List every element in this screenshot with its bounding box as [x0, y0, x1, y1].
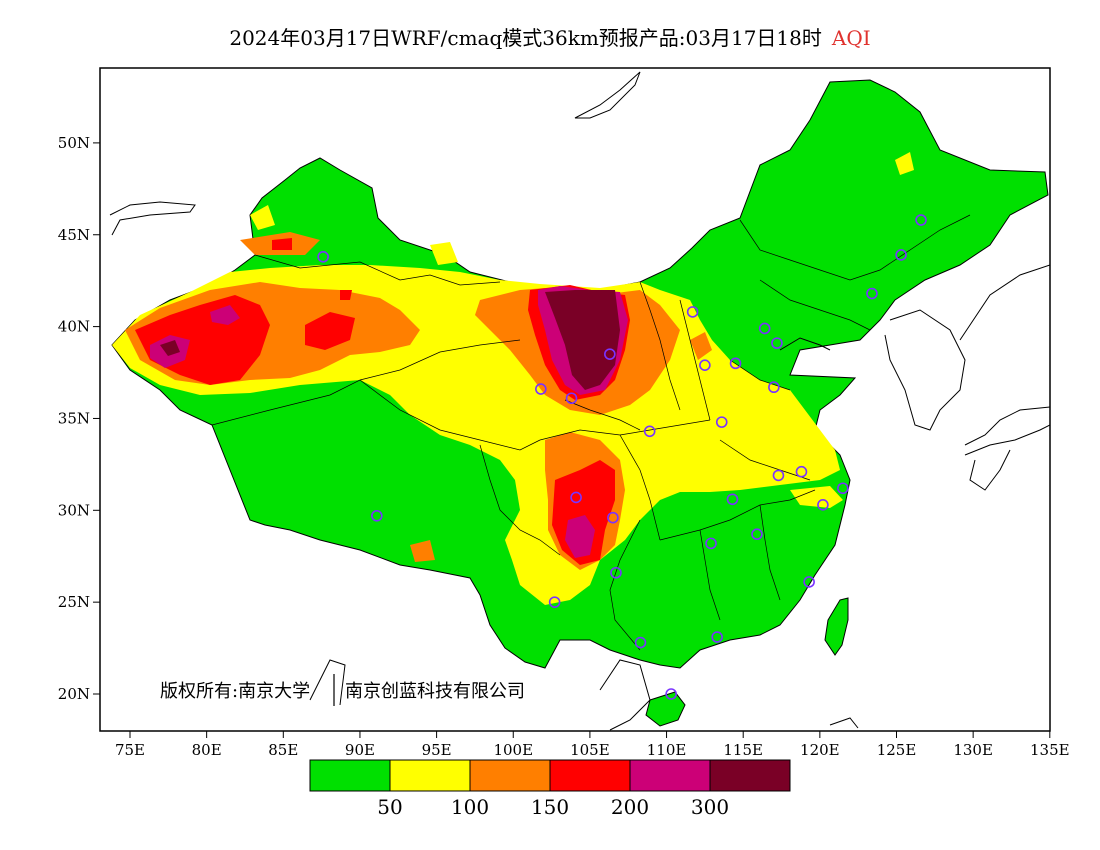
- station-marker: [317, 250, 329, 263]
- hainan-island: [645, 691, 686, 727]
- x-tick-label: 75E: [115, 741, 145, 759]
- station-marker: [548, 596, 561, 608]
- colorbar-swatch: [629, 759, 711, 792]
- station-marker: [772, 469, 785, 482]
- station-marker: [795, 465, 808, 478]
- x-tick-label: 80E: [192, 741, 222, 759]
- station-marker: [729, 357, 742, 370]
- station-marker: [604, 348, 616, 360]
- y-tick-label: 25N: [58, 593, 90, 611]
- y-tick-label: 45N: [58, 226, 90, 244]
- station-marker: [610, 566, 622, 579]
- copyright-owner: 版权所有:南京大学: [160, 681, 310, 702]
- plot-frame: [99, 67, 1051, 732]
- station-marker: [535, 383, 547, 395]
- copyright-note: 版权所有:南京大学 南京创蓝科技有限公司: [160, 674, 525, 706]
- station-marker: [768, 381, 780, 394]
- y-tick-label: 30N: [58, 501, 90, 519]
- province-boundaries: [211, 214, 971, 651]
- y-tick-label: 35N: [58, 409, 90, 427]
- x-tick-label: 135E: [1030, 741, 1070, 759]
- map-layers: [109, 71, 1050, 731]
- station-marker: [751, 528, 763, 540]
- x-tick-label: 100E: [493, 741, 533, 759]
- x-tick-label: 130E: [953, 741, 993, 759]
- station-marker: [643, 425, 656, 438]
- colorbar: 50 100 150 200 300: [309, 759, 791, 819]
- x-tick-label: 85E: [268, 741, 298, 759]
- station-marker: [565, 392, 578, 405]
- station-marker: [771, 337, 783, 349]
- y-axis: 20N 25N 30N 35N 40N 45N 50N: [58, 134, 100, 703]
- colorbar-label: 200: [611, 795, 649, 819]
- x-tick-label: 120E: [800, 741, 840, 759]
- map-title: 2024年03月17日WRF/cmaq模式36km预报产品:03月17日18时 A…: [0, 22, 1100, 51]
- x-tick-label: 95E: [422, 741, 452, 759]
- colorbar-swatch: [389, 759, 471, 792]
- city-stations: [317, 214, 927, 700]
- station-marker: [665, 688, 677, 700]
- y-tick-label: 50N: [58, 134, 90, 152]
- station-marker: [686, 306, 699, 318]
- station-marker: [895, 249, 907, 261]
- title-main: 2024年03月17日WRF/cmaq模式36km预报产品:03月17日18时: [229, 26, 822, 50]
- station-marker: [758, 322, 771, 335]
- colorbar-label: 300: [691, 795, 729, 819]
- colorbar-swatch: [309, 759, 391, 792]
- x-axis: 75E 80E 85E 90E 95E 100E 105E 110E 115E 120E 125E 1…: [115, 731, 1070, 759]
- neighbor-coastlines: [109, 71, 1050, 731]
- colorbar-swatch: [549, 759, 631, 792]
- station-marker: [607, 511, 619, 524]
- station-marker: [726, 493, 739, 506]
- y-tick-label: 40N: [58, 318, 90, 336]
- copyright-partner: 南京创蓝科技有限公司: [345, 681, 525, 702]
- taiwan-island: [824, 597, 849, 656]
- station-marker: [570, 491, 582, 504]
- x-tick-label: 110E: [647, 741, 687, 759]
- y-tick-label: 20N: [58, 685, 90, 703]
- station-marker: [866, 287, 878, 300]
- station-marker: [634, 636, 647, 649]
- station-marker: [715, 416, 728, 428]
- colorbar-label: 150: [531, 795, 569, 819]
- station-marker: [915, 214, 927, 226]
- station-marker: [699, 359, 711, 371]
- station-marker: [711, 631, 723, 643]
- station-marker: [803, 576, 815, 588]
- station-marker: [837, 482, 849, 495]
- colorbar-swatch: [469, 759, 551, 792]
- x-tick-label: 90E: [345, 741, 375, 759]
- station-marker: [705, 537, 717, 550]
- colorbar-swatch: [709, 759, 791, 792]
- x-tick-label: 115E: [723, 741, 763, 759]
- station-marker: [371, 510, 383, 522]
- station-marker: [817, 498, 829, 511]
- colorbar-label: 100: [451, 795, 489, 819]
- aqi-band-maroon: [160, 290, 620, 390]
- x-tick-label: 105E: [570, 741, 610, 759]
- colorbar-label: 50: [377, 795, 402, 819]
- title-variable: AQI: [831, 26, 871, 50]
- x-tick-label: 125E: [877, 741, 917, 759]
